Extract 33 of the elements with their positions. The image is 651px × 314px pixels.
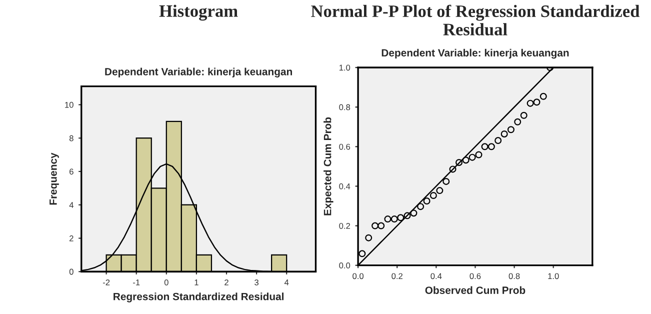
x-axis-title: Regression Standardized Residual bbox=[114, 292, 284, 302]
x-tick-label: 0.6 bbox=[470, 273, 481, 280]
x-tick-label: 1 bbox=[194, 280, 198, 286]
y-tick-label: 2 bbox=[70, 235, 74, 242]
y-tick-label: 6 bbox=[70, 168, 74, 175]
y-axis-title: Expected Cum Prob bbox=[324, 117, 334, 216]
x-tick-label: 4 bbox=[284, 280, 289, 286]
x-tick-label: 0.0 bbox=[352, 273, 364, 280]
y-tick-label: 8 bbox=[69, 135, 74, 142]
x-tick-label: -2 bbox=[102, 279, 110, 286]
chart-title: Histogram bbox=[159, 4, 238, 21]
x-tick-label: 0.2 bbox=[392, 273, 402, 280]
y-tick-label: 0.4 bbox=[339, 183, 350, 190]
x-tick-label: 0.4 bbox=[430, 273, 442, 280]
y-tick-label: 0.0 bbox=[339, 262, 350, 268]
x-tick-label: 1.0 bbox=[548, 273, 559, 280]
y-tick-label: 4 bbox=[69, 202, 74, 208]
chart-subtitle: Dependent Variable: kinerja keuangan bbox=[105, 68, 292, 78]
x-tick-label: 0.8 bbox=[508, 273, 520, 280]
x-tick-label: 0 bbox=[164, 279, 168, 286]
y-tick-label: 0.8 bbox=[339, 104, 350, 110]
y-axis-title: Frequency bbox=[50, 152, 59, 205]
y-tick-label: 1.0 bbox=[339, 64, 350, 71]
x-axis-title: Observed Cum Prob bbox=[425, 286, 526, 294]
y-tick-label: 10 bbox=[65, 102, 74, 108]
y-tick-label: 0.2 bbox=[339, 222, 350, 229]
chart-title: Normal P-P Plot of Regression Standardized Residual bbox=[311, 4, 640, 36]
x-tick-label: 3 bbox=[254, 279, 258, 286]
chart-subtitle: Dependent Variable: kinerja keuangan bbox=[382, 48, 569, 59]
y-tick-label: 0.6 bbox=[339, 144, 350, 150]
x-tick-label: -1 bbox=[133, 280, 140, 286]
y-tick-label: 0 bbox=[69, 268, 74, 275]
x-tick-label: 2 bbox=[224, 279, 228, 286]
